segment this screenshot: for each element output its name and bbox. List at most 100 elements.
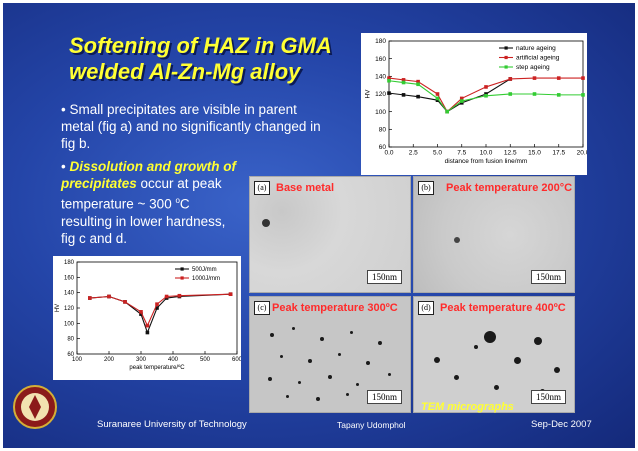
y-tick-label: 140	[64, 291, 75, 297]
data-point	[387, 78, 391, 83]
micrograph-c: (c) Peak temperature 300ºC 150nm	[249, 296, 411, 413]
data-point	[459, 99, 464, 103]
data-point	[445, 109, 449, 114]
y-tick-label: 120	[64, 306, 75, 312]
data-point	[484, 85, 488, 89]
x-tick-label: 0.0	[384, 150, 393, 157]
hardness-distance-chart: 0.0 2.5 5.0 7.5 10.0 12.5 15.0 17.5 20.0 60 80 100 1…	[361, 33, 590, 175]
micrograph-c-caption: Peak temperature 300ºC	[272, 302, 398, 314]
micrograph-a-scale: 150nm	[366, 270, 402, 284]
x-tick-label: 100	[72, 357, 83, 363]
legend-label: artificial ageing	[516, 55, 560, 62]
micrograph-b-letter: (b)	[418, 181, 434, 195]
precipitate-dot	[474, 345, 478, 349]
data-point	[556, 93, 561, 97]
x-tick-label: 17.5	[552, 150, 565, 157]
university-logo-icon	[13, 385, 57, 429]
data-point	[401, 78, 406, 82]
precipitate-dot	[356, 383, 359, 386]
bullet-2-text-a: occur at peak temperature ~ 300	[61, 176, 222, 212]
micrograph-d: (d) Peak temperature 400ºC 150nm	[413, 296, 575, 413]
title-line-2: welded Al-Zn-Mg alloy	[69, 59, 301, 84]
y-tick-label: 140	[375, 74, 386, 81]
x-tick-label: 5.0	[433, 150, 442, 157]
bullet-dissolution: • Dissolution and growth of precipitates…	[61, 158, 239, 247]
precipitate-dot	[454, 375, 459, 380]
precipitate-dot	[262, 219, 270, 227]
y-tick-label: 60	[67, 352, 74, 358]
data-point	[123, 300, 127, 304]
y-tick-label: 160	[64, 275, 75, 281]
data-point	[508, 77, 513, 81]
legend-marker	[180, 276, 184, 280]
hardness-temperature-chart: 100 200 300 400 500 600 60 80 100 120 140 160 180 pea…	[53, 256, 243, 380]
x-tick-label: 500	[200, 357, 211, 363]
footer-university: Suranaree University of Technology	[97, 419, 247, 430]
data-point	[581, 76, 585, 80]
legend-marker	[504, 46, 508, 50]
data-point	[155, 302, 159, 306]
data-point	[532, 76, 537, 80]
precipitate-dot	[328, 375, 332, 379]
hardness-distance-svg: 0.0 2.5 5.0 7.5 10.0 12.5 15.0 17.5 20.0 60 80 100 1…	[365, 38, 590, 165]
precipitate-dot	[494, 385, 499, 390]
legend-label: nature ageing	[516, 45, 556, 52]
precipitate-dot	[298, 381, 301, 384]
data-point	[484, 93, 488, 98]
bullet-2-degree: o	[175, 196, 180, 205]
precipitate-dot	[268, 377, 272, 381]
footer-date: Sep-Dec 2007	[531, 419, 592, 430]
title-line-1: Softening of HAZ in GMA	[69, 33, 332, 58]
x-tick-label: 300	[136, 357, 147, 363]
data-point	[88, 296, 92, 300]
data-point	[387, 91, 391, 95]
precipitate-dot	[280, 355, 283, 358]
y-tick-label: 80	[67, 337, 74, 343]
data-point	[556, 76, 561, 80]
data-point	[228, 292, 233, 296]
x-tick-label: 600	[232, 357, 241, 363]
data-point	[508, 92, 513, 96]
data-point	[532, 92, 537, 96]
tem-micrographs-label: TEM micrographs	[421, 401, 514, 413]
data-point	[164, 294, 169, 299]
precipitate-dot	[534, 337, 542, 345]
precipitate-dot	[316, 397, 320, 401]
precipitate-dot	[484, 331, 496, 343]
data-point	[459, 96, 464, 101]
x-axis-label: distance from fusion line/mm	[445, 158, 528, 165]
data-point	[139, 310, 143, 314]
y-tick-label: 80	[379, 127, 387, 134]
x-tick-label: 10.0	[480, 150, 493, 157]
footer-author: Tapany Udomphol	[337, 420, 406, 430]
y-tick-label: 120	[375, 91, 386, 98]
legend-label: 500J/mm	[192, 267, 217, 273]
data-point	[139, 312, 143, 316]
y-tick-label: 100	[375, 109, 386, 116]
micrograph-c-letter: (c)	[254, 301, 270, 315]
micrograph-a-letter: (a)	[254, 181, 270, 195]
bullet-parent-metal: • Small precipitates are visible in pare…	[61, 102, 321, 151]
x-tick-label: 15.0	[528, 150, 541, 157]
micrograph-b: (b) Peak temperature 200°C 150nm	[413, 176, 575, 293]
data-point	[401, 93, 406, 97]
precipitate-dot	[366, 361, 370, 365]
precipitate-dot	[292, 327, 295, 330]
legend-marker	[504, 55, 508, 60]
precipitate-dot	[338, 353, 341, 356]
legend-label: 1000J/mm	[192, 276, 220, 282]
legend-marker	[180, 267, 184, 271]
slide-title: Softening of HAZ in GMA welded Al-Zn-Mg …	[69, 33, 369, 85]
precipitate-dot	[286, 395, 289, 398]
data-point	[416, 94, 420, 99]
y-axis-label: HV	[55, 304, 61, 312]
y-tick-label: 160	[375, 56, 386, 63]
precipitate-dot	[346, 393, 349, 396]
data-point	[177, 293, 182, 298]
x-tick-label: 12.5	[504, 150, 517, 157]
data-point	[145, 323, 150, 328]
micrograph-d-letter: (d)	[418, 301, 434, 315]
bullet-2-prefix: •	[61, 159, 70, 174]
x-tick-label: 400	[168, 357, 179, 363]
